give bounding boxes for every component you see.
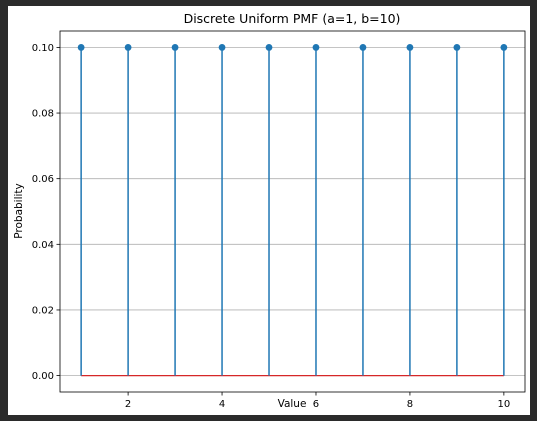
stem-marker	[171, 44, 179, 51]
y-tick-label: 0.08	[32, 109, 54, 120]
x-tick-label: 6	[313, 399, 319, 410]
stem-marker	[265, 44, 273, 51]
stem-marker	[500, 44, 508, 51]
plot-area-frame	[59, 30, 526, 393]
y-tick-label: 0.10	[32, 43, 54, 54]
stem-chart: Discrete Uniform PMF (a=1, b=10) 2 4 6 8 10 …	[13, 11, 526, 410]
x-tick-label: 2	[125, 399, 131, 410]
x-axis-ticks: 2 4 6 8 10	[125, 392, 510, 410]
stem-marker	[406, 44, 414, 51]
markers	[77, 44, 508, 51]
y-tick-label: 0.06	[32, 174, 54, 185]
stem-marker	[77, 44, 85, 51]
x-axis-label: Value	[278, 398, 307, 410]
y-tick-label: 0.04	[32, 240, 54, 251]
grid-lines	[60, 47, 525, 376]
x-tick-label: 4	[219, 399, 225, 410]
stem-marker	[453, 44, 461, 51]
x-tick-label: 10	[497, 399, 510, 410]
chart-title: Discrete Uniform PMF (a=1, b=10)	[184, 11, 401, 26]
stems	[80, 47, 505, 376]
figure-canvas: Discrete Uniform PMF (a=1, b=10) 2 4 6 8 10 …	[8, 6, 530, 415]
stem-marker	[312, 44, 320, 51]
x-tick-label: 8	[407, 399, 413, 410]
stem-marker	[359, 44, 367, 51]
stem-marker	[218, 44, 226, 51]
y-tick-label: 0.02	[32, 305, 54, 316]
y-axis-label: Probability	[13, 183, 25, 239]
y-axis-ticks: 0.00 0.02 0.04 0.06 0.08 0.10	[32, 43, 60, 382]
y-tick-label: 0.00	[32, 371, 54, 382]
stem-marker	[124, 44, 132, 51]
